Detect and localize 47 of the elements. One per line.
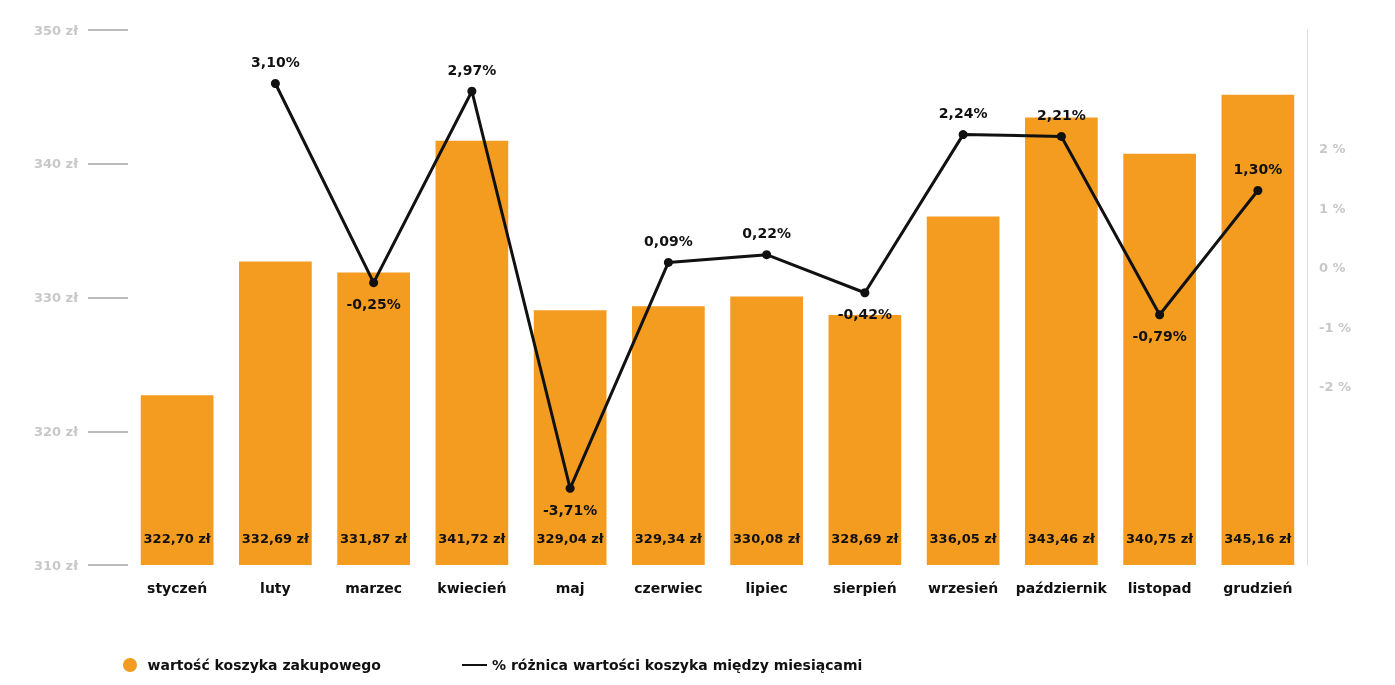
point bbox=[565, 483, 575, 493]
point bbox=[958, 130, 968, 140]
x-tick-label: wrzesień bbox=[928, 580, 999, 596]
x-tick-label: styczeń bbox=[147, 580, 208, 596]
x-tick-label: marzec bbox=[345, 580, 403, 596]
data-label: 2,97% bbox=[447, 61, 497, 78]
x-tick-label: kwiecień bbox=[437, 580, 507, 596]
point bbox=[1155, 310, 1165, 320]
x-tick-label: luty bbox=[260, 580, 291, 596]
x-tick-label: lipiec bbox=[745, 580, 788, 596]
data-label: -0,25% bbox=[346, 296, 401, 313]
data-label: 2,24% bbox=[938, 105, 988, 122]
legend-label: wartość koszyka zakupowego bbox=[147, 657, 382, 673]
legend-label: % różnica wartości koszyka między miesiącami bbox=[491, 657, 863, 673]
x-tick-label: czerwiec bbox=[634, 580, 703, 596]
data-label: 332,69 zł bbox=[241, 531, 311, 546]
data-label: 328,69 zł bbox=[831, 531, 900, 546]
data-label: 331,87 zł bbox=[340, 531, 409, 546]
point bbox=[270, 79, 280, 88]
x-tick-label: listopad bbox=[1127, 580, 1192, 596]
data-label: 343,46 zł bbox=[1027, 531, 1097, 546]
point bbox=[860, 288, 870, 298]
data-label: 0,22% bbox=[742, 225, 791, 242]
data-label: 0,09% bbox=[644, 232, 693, 249]
point bbox=[663, 257, 673, 267]
data-label: 3,10% bbox=[251, 54, 300, 70]
point bbox=[1056, 131, 1066, 141]
data-label: 329,34 zł bbox=[634, 531, 704, 546]
data-label: 345,16 zł bbox=[1224, 531, 1293, 546]
point bbox=[1253, 186, 1263, 195]
x-tick-label: grudzień bbox=[1223, 580, 1293, 596]
x-tick-label: maj bbox=[555, 580, 585, 596]
point bbox=[762, 250, 772, 260]
data-label: 336,05 zł bbox=[929, 531, 998, 546]
data-label: 341,72 zł bbox=[438, 531, 507, 546]
data-label: 340,75 zł bbox=[1126, 531, 1195, 546]
data-label: 1,30% bbox=[1233, 161, 1283, 177]
point bbox=[467, 86, 477, 96]
data-label: 322,70 zł bbox=[143, 531, 212, 546]
data-label: -0,79% bbox=[1132, 328, 1187, 345]
point bbox=[369, 278, 379, 288]
data-label: -0,42% bbox=[837, 306, 893, 323]
x-tick-label: sierpień bbox=[832, 580, 897, 596]
x-tick-label: październik bbox=[1015, 580, 1108, 596]
data-label: 329,04 zł bbox=[536, 531, 605, 546]
data-label: -3,71% bbox=[542, 501, 598, 518]
data-label: 330,08 zł bbox=[733, 531, 802, 546]
